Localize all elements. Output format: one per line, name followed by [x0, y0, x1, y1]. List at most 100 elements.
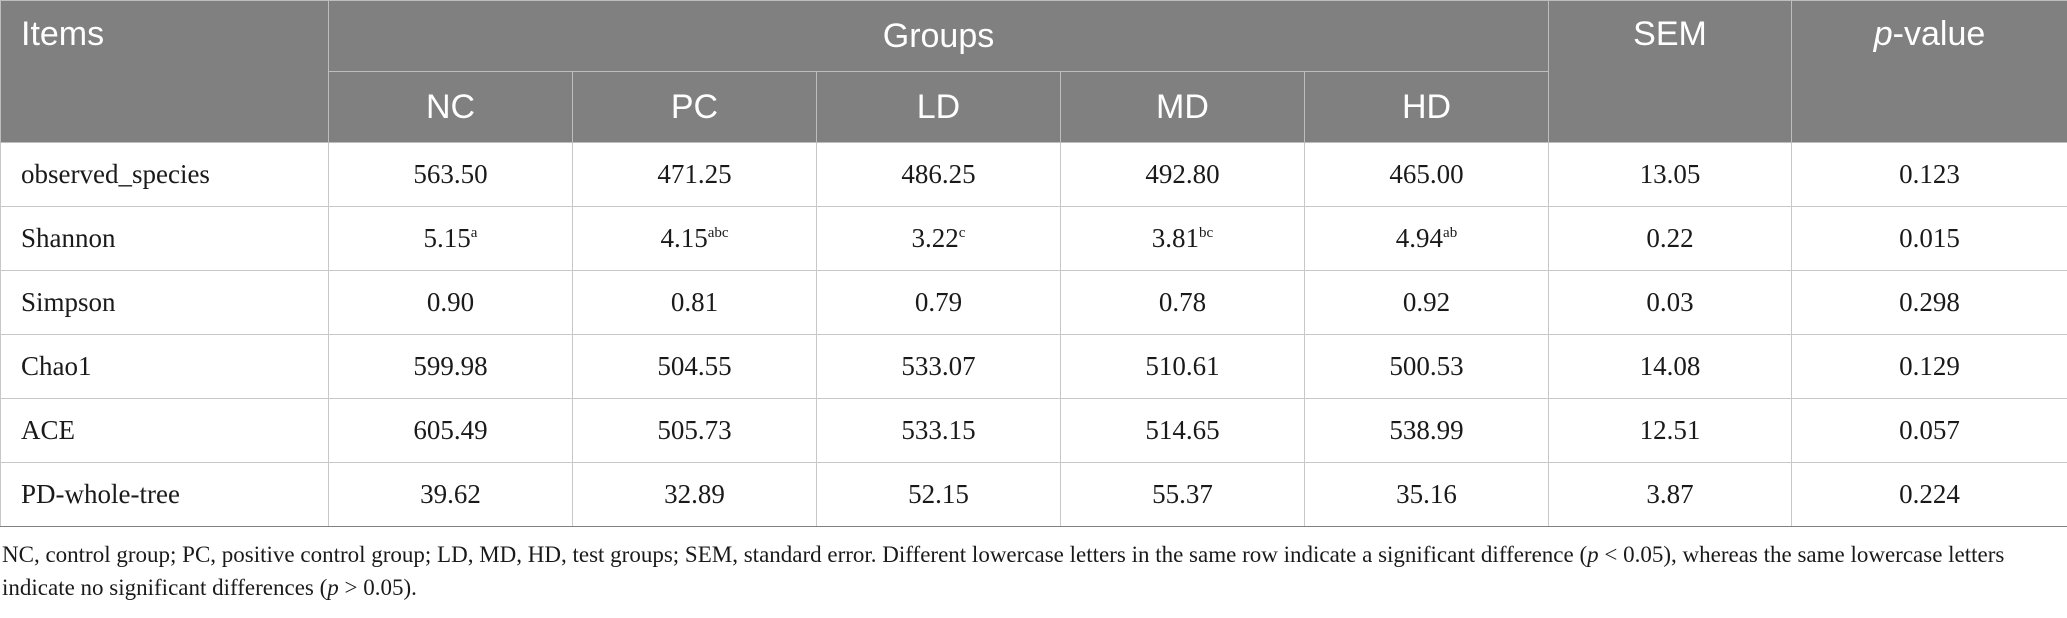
significance-letters: abc	[707, 225, 729, 241]
cell-value: 55.37	[1152, 479, 1213, 509]
p-value-cell: 0.015	[1791, 206, 2067, 271]
cell-value: 505.73	[657, 415, 732, 445]
cell-value: 533.15	[901, 415, 976, 445]
significance-letters: ab	[1443, 225, 1458, 241]
cell-value: 599.98	[413, 351, 488, 381]
row-label: PD-whole-tree	[0, 462, 329, 527]
cell-value: 0.81	[670, 287, 719, 317]
cell-value: 538.99	[1389, 415, 1464, 445]
cell-value: 500.53	[1389, 351, 1464, 381]
p-suffix: -value	[1892, 15, 1986, 53]
cell-value: 465.00	[1389, 159, 1464, 189]
group-value-cell: 0.79	[816, 270, 1061, 335]
group-value-cell: 533.15	[816, 398, 1061, 463]
cell-value: 605.49	[413, 415, 488, 445]
footnote-text-1: NC, control group; PC, positive control …	[2, 542, 1588, 567]
table-row: Chao1 599.98 504.55 533.07 510.61 500.53 14.08…	[0, 334, 2067, 399]
group-value-cell: 52.15	[816, 462, 1061, 527]
cell-value: 0.92	[1402, 287, 1451, 317]
footnote-text-3: > 0.05).	[338, 575, 417, 600]
header-p-value: p-value	[1791, 0, 2067, 143]
cell-value: 471.25	[657, 159, 732, 189]
sem-cell: 14.08	[1548, 334, 1792, 399]
row-label: Chao1	[0, 334, 329, 399]
cell-value: 0.79	[914, 287, 963, 317]
diversity-table: Items Groups SEM p-value NC PC LD MD HD …	[0, 0, 2067, 527]
header-group-pc: PC	[572, 71, 817, 143]
row-label: observed_species	[0, 142, 329, 207]
header-sem: SEM	[1548, 0, 1792, 143]
group-value-cell: 0.78	[1060, 270, 1305, 335]
header-items: Items	[0, 0, 329, 143]
sem-cell: 13.05	[1548, 142, 1792, 207]
cell-value: 3.22	[911, 223, 959, 253]
row-label: Shannon	[0, 206, 329, 271]
group-value-cell: 599.98	[328, 334, 573, 399]
results-table-container: Items Groups SEM p-value NC PC LD MD HD …	[0, 0, 2067, 600]
cell-value: 0.78	[1158, 287, 1207, 317]
header-group-hd: HD	[1304, 71, 1549, 143]
p-value-cell: 0.123	[1791, 142, 2067, 207]
group-value-cell: 510.61	[1060, 334, 1305, 399]
table-header: Items Groups SEM p-value NC PC LD MD HD	[0, 0, 2067, 143]
cell-value: 4.15	[660, 223, 708, 253]
sem-cell: 12.51	[1548, 398, 1792, 463]
sem-cell: 0.03	[1548, 270, 1792, 335]
group-value-cell: 486.25	[816, 142, 1061, 207]
group-value-cell: 5.15a	[328, 206, 573, 271]
group-value-cell: 0.90	[328, 270, 573, 335]
cell-value: 0.90	[426, 287, 475, 317]
cell-value: 486.25	[901, 159, 976, 189]
group-value-cell: 465.00	[1304, 142, 1549, 207]
group-value-cell: 3.22c	[816, 206, 1061, 271]
p-value-cell: 0.057	[1791, 398, 2067, 463]
footnote-text-2: < 0.05), whereas the same lowercase lett…	[2, 542, 2005, 600]
group-value-cell: 4.15abc	[572, 206, 817, 271]
table-row: ACE 605.49 505.73 533.15 514.65 538.99 12.51 0.…	[0, 398, 2067, 463]
p-value-cell: 0.224	[1791, 462, 2067, 527]
group-value-cell: 605.49	[328, 398, 573, 463]
significance-letters: c	[958, 225, 966, 241]
header-groups: Groups	[328, 0, 1549, 72]
cell-value: 35.16	[1396, 479, 1457, 509]
group-value-cell: 32.89	[572, 462, 817, 527]
cell-value: 510.61	[1145, 351, 1220, 381]
table-row: PD-whole-tree 39.62 32.89 52.15 55.37 35.16 3.…	[0, 462, 2067, 527]
group-value-cell: 0.92	[1304, 270, 1549, 335]
cell-value: 563.50	[413, 159, 488, 189]
header-group-nc: NC	[328, 71, 573, 143]
footnote-p-1: p	[1587, 542, 1599, 567]
sem-cell: 0.22	[1548, 206, 1792, 271]
group-value-cell: 55.37	[1060, 462, 1305, 527]
group-value-cell: 492.80	[1060, 142, 1305, 207]
cell-value: 39.62	[420, 479, 481, 509]
group-value-cell: 505.73	[572, 398, 817, 463]
sem-cell: 3.87	[1548, 462, 1792, 527]
cell-value: 5.15	[423, 223, 471, 253]
group-value-cell: 538.99	[1304, 398, 1549, 463]
group-value-cell: 471.25	[572, 142, 817, 207]
group-value-cell: 504.55	[572, 334, 817, 399]
significance-letters: bc	[1199, 225, 1214, 241]
table-body: observed_species 563.50 471.25 486.25 492.80…	[0, 142, 2067, 527]
cell-value: 4.94	[1395, 223, 1444, 253]
group-value-cell: 514.65	[1060, 398, 1305, 463]
table-row: Simpson 0.90 0.81 0.79 0.78 0.92 0.03 0.298	[0, 270, 2067, 335]
group-value-cell: 3.81bc	[1060, 206, 1305, 271]
footnote-p-2: p	[327, 575, 339, 600]
group-value-cell: 4.94ab	[1304, 206, 1549, 271]
group-value-cell: 500.53	[1304, 334, 1549, 399]
p-value-cell: 0.129	[1791, 334, 2067, 399]
significance-letters: a	[470, 225, 478, 241]
group-value-cell: 35.16	[1304, 462, 1549, 527]
cell-value: 3.81	[1151, 223, 1200, 253]
group-value-cell: 533.07	[816, 334, 1061, 399]
cell-value: 52.15	[908, 479, 969, 509]
header-group-ld: LD	[816, 71, 1061, 143]
cell-value: 32.89	[664, 479, 725, 509]
group-value-cell: 0.81	[572, 270, 817, 335]
group-value-cell: 563.50	[328, 142, 573, 207]
p-italic: p	[1873, 15, 1893, 53]
table-row: Shannon 5.15a 4.15abc 3.22c 3.81bc 4.94ab 0.22…	[0, 206, 2067, 271]
cell-value: 514.65	[1145, 415, 1220, 445]
